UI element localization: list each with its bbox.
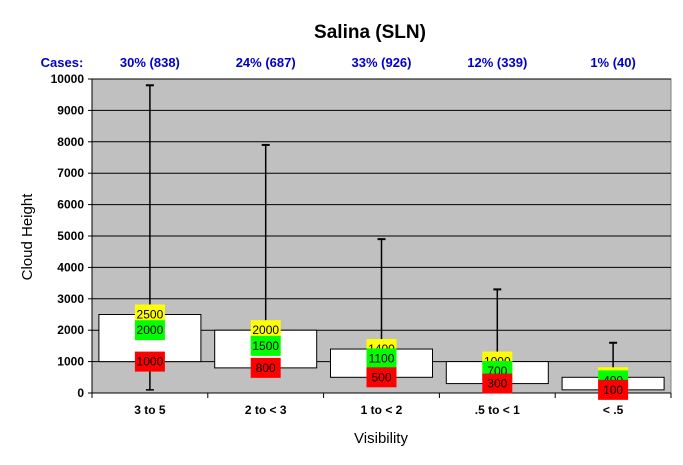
median-label-bg bbox=[250, 335, 281, 356]
y-tick-label: 7000 bbox=[57, 166, 84, 180]
plot-area: 0 1000 2000 3000 4000 5000 6000 7000 8000 9000 100… bbox=[51, 72, 672, 417]
q3-label: 2000 bbox=[252, 323, 279, 337]
cases-value: 1% (40) bbox=[590, 55, 636, 70]
q1-label: 500 bbox=[371, 370, 391, 384]
q1-label: 800 bbox=[256, 361, 276, 375]
x-tick-label: .5 to < 1 bbox=[475, 403, 520, 417]
q1-label-bg bbox=[250, 357, 281, 378]
y-tick-label: 10000 bbox=[51, 72, 85, 86]
box-group: 1000700300.5 to < 1 bbox=[445, 288, 549, 417]
y-tick-label: 8000 bbox=[57, 135, 84, 149]
y-tick-label: 6000 bbox=[57, 198, 84, 212]
y-tick-label: 1000 bbox=[57, 355, 84, 369]
chart-title: Salina (SLN) bbox=[314, 22, 426, 43]
x-axis-title: Visibility bbox=[354, 430, 408, 447]
q3-label-bg bbox=[250, 320, 281, 341]
box-group: 140011005001 to < 2 bbox=[330, 238, 433, 417]
median-label: 2000 bbox=[137, 323, 164, 337]
cases-value: 30% (838) bbox=[120, 55, 180, 70]
median-label: 1500 bbox=[252, 339, 279, 353]
cases-value: 24% (687) bbox=[236, 55, 296, 70]
y-tick-label: 9000 bbox=[57, 103, 84, 117]
box-group: 2000 1500 800 2 to < 3 bbox=[214, 143, 318, 417]
x-tick-label: 3 to 5 bbox=[134, 403, 166, 417]
q1-label-bg bbox=[134, 351, 165, 372]
x-tick-label: 2 to < 3 bbox=[245, 403, 287, 417]
y-tick-label: 0 bbox=[77, 386, 84, 400]
q1-label: 100 bbox=[603, 383, 623, 397]
median-label-bg bbox=[134, 320, 165, 341]
q3-label-bg bbox=[134, 304, 165, 325]
x-tick-label: < .5 bbox=[603, 403, 624, 417]
y-axis-title: Cloud Height bbox=[19, 193, 36, 281]
q3-label: 2500 bbox=[137, 308, 164, 322]
q1-label-bg bbox=[598, 379, 629, 400]
y-tick-label: 5000 bbox=[57, 229, 84, 243]
y-tick-label: 3000 bbox=[57, 292, 84, 306]
box-group: 500400100< .5 bbox=[561, 341, 665, 417]
cases-label: Cases: bbox=[41, 55, 84, 70]
q1-label-bg bbox=[366, 367, 397, 388]
y-tick-label: 2000 bbox=[57, 323, 84, 337]
cases-value: 12% (339) bbox=[467, 55, 527, 70]
q1-label: 1000 bbox=[137, 355, 164, 369]
cases-value: 33% (926) bbox=[352, 55, 412, 70]
q1-label-bg bbox=[482, 373, 513, 394]
median-label: 1100 bbox=[369, 351, 395, 365]
x-tick-label: 1 to < 2 bbox=[361, 403, 403, 417]
q1-label: 300 bbox=[487, 377, 507, 391]
median-label-bg bbox=[366, 348, 397, 369]
y-tick-label: 4000 bbox=[57, 260, 84, 274]
